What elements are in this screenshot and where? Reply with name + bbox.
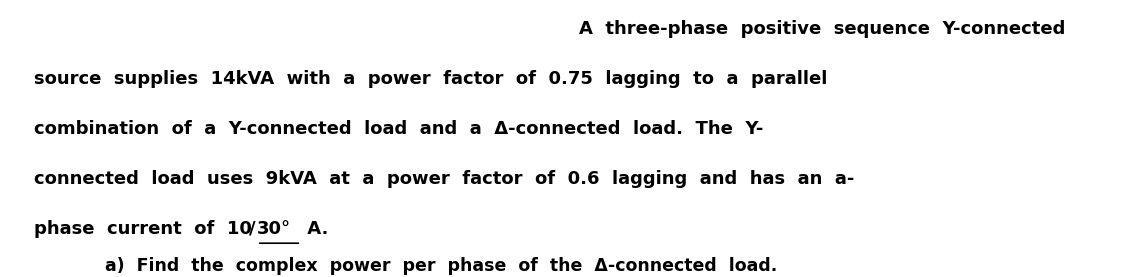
Text: connected  load  uses  9kVA  at  a  power  factor  of  0.6  lagging  and  has  a: connected load uses 9kVA at a power fact… — [34, 170, 854, 188]
Text: source  supplies  14kVA  with  a  power  factor  of  0.75  lagging  to  a  paral: source supplies 14kVA with a power facto… — [34, 70, 827, 88]
Text: a)  Find  the  complex  power  per  phase  of  the  Δ-connected  load.: a) Find the complex power per phase of t… — [105, 258, 777, 275]
Text: phase  current  of  10: phase current of 10 — [34, 220, 252, 237]
Text: 30°: 30° — [256, 220, 291, 237]
Text: /: / — [250, 220, 255, 237]
Text: combination  of  a  Y-connected  load  and  a  Δ-connected  load.  The  Y-: combination of a Y-connected load and a … — [34, 120, 763, 138]
Text: A  three-phase  positive  sequence  Y-connected: A three-phase positive sequence Y-connec… — [579, 20, 1066, 38]
Text: A.: A. — [301, 220, 328, 237]
